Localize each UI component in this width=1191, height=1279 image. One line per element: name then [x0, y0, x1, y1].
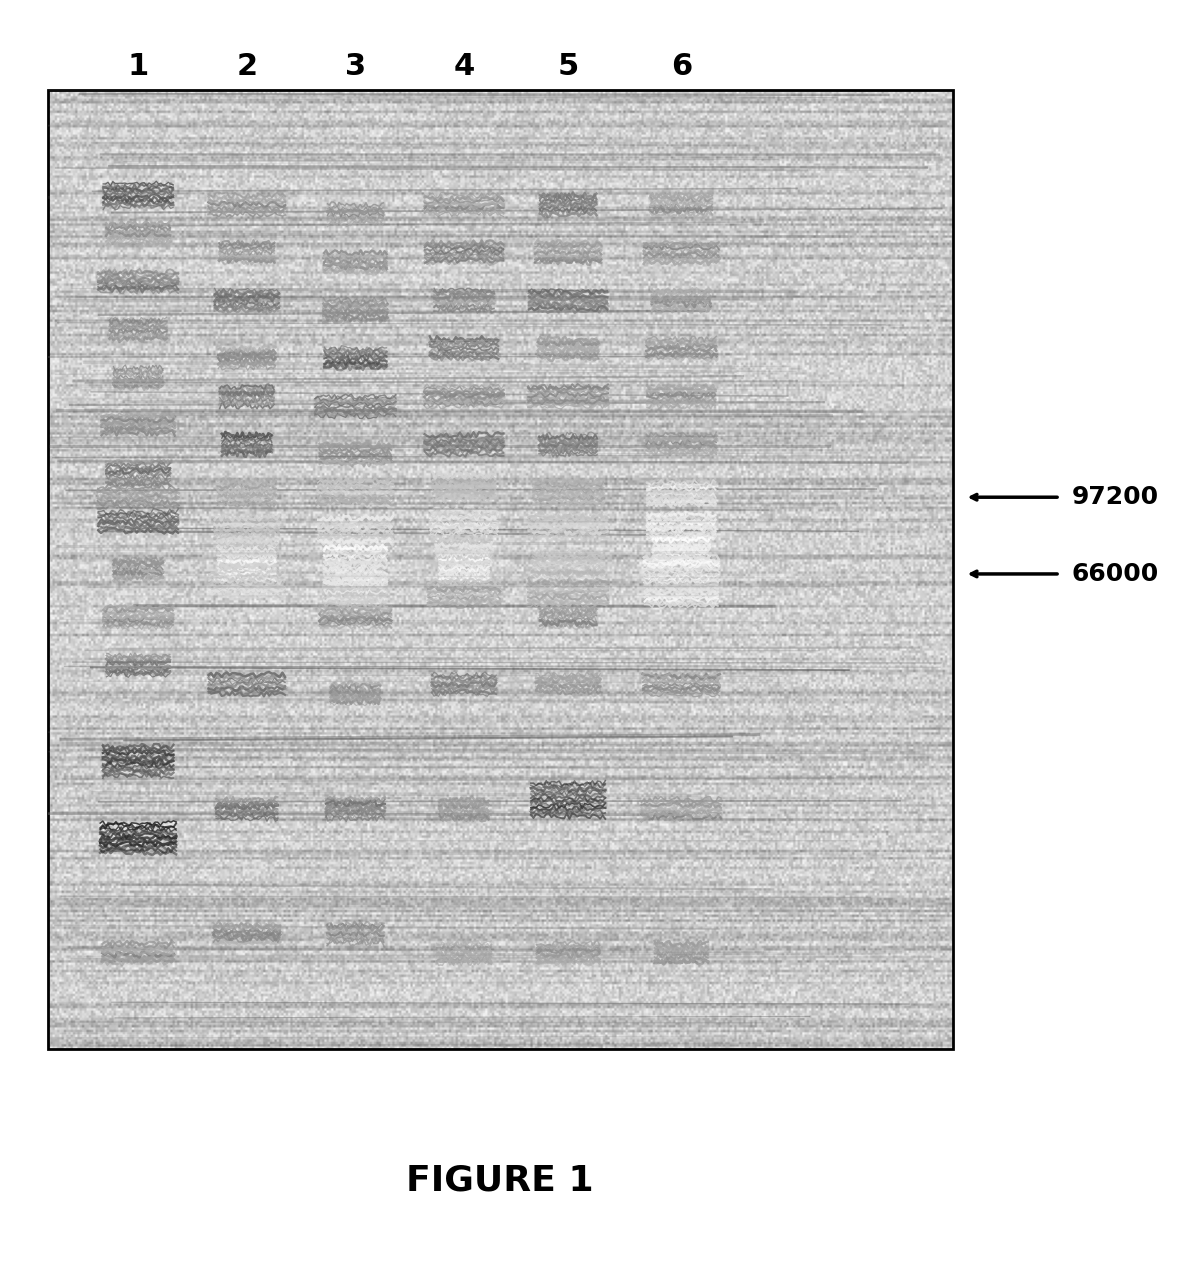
Text: 3: 3: [345, 52, 366, 81]
Text: FIGURE 1: FIGURE 1: [406, 1164, 594, 1197]
Text: 5: 5: [557, 52, 579, 81]
Text: 6: 6: [671, 52, 692, 81]
Text: 2: 2: [236, 52, 257, 81]
Text: 66000: 66000: [1072, 561, 1159, 586]
Text: 4: 4: [454, 52, 475, 81]
Text: 1: 1: [127, 52, 149, 81]
Text: 97200: 97200: [1072, 485, 1159, 509]
